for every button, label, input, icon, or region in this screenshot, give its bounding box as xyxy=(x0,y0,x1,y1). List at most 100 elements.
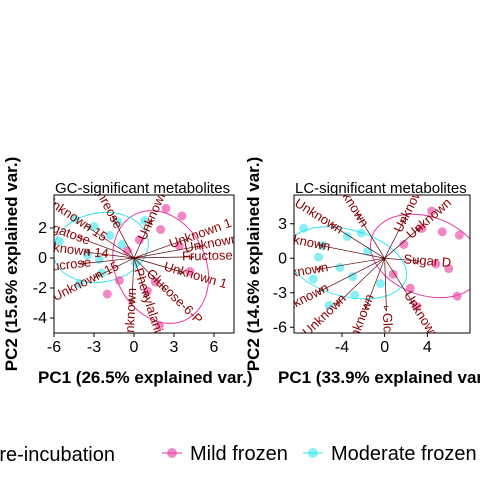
moderate-point xyxy=(342,231,352,241)
loading-arrowhead xyxy=(416,226,422,232)
loading-arrow xyxy=(384,258,415,306)
panel-title: LC-significant metabolites xyxy=(295,180,467,197)
mild-point xyxy=(452,291,462,301)
loading-arrowhead xyxy=(383,306,389,312)
y-tick-label: -4 xyxy=(33,310,47,327)
loading-arrow xyxy=(133,237,189,259)
y-axis-label: PC2 (15.6% explained var.) xyxy=(2,157,21,372)
mild-point xyxy=(154,321,164,330)
loading-arrow xyxy=(77,236,135,259)
moderate-point xyxy=(140,216,150,225)
moderate-point xyxy=(375,279,385,289)
x-tick-label: -4 xyxy=(335,339,349,356)
legend-mild-label: Mild frozen xyxy=(190,443,288,465)
y-tick-label: 2 xyxy=(38,220,47,237)
loading-arrow xyxy=(316,257,385,270)
mild-point xyxy=(102,289,112,299)
moderate-ellipse xyxy=(294,226,408,300)
loading-arrowhead xyxy=(178,269,185,275)
moderate-point xyxy=(324,300,334,310)
loading-arrowhead xyxy=(77,236,83,241)
loading-arrowhead xyxy=(330,223,337,229)
x-tick-label: 0 xyxy=(380,339,389,356)
loading-arrow xyxy=(384,225,422,259)
loading-arrow xyxy=(384,258,387,312)
x-tick-label: 0 xyxy=(130,339,139,356)
mild-point xyxy=(412,302,422,312)
loading-arrowhead xyxy=(196,244,202,250)
legend: Pre-incubation Mild frozen Moderate frozen xyxy=(0,443,477,466)
loading-arrowhead xyxy=(79,260,85,266)
moderate-point xyxy=(105,231,115,240)
loading-arrowhead xyxy=(401,216,407,223)
loading-arrowhead xyxy=(364,303,370,310)
loading-label: Sucrose xyxy=(43,254,92,274)
y-axis-label: PC2 (14.6% explained var.) xyxy=(244,157,263,372)
mild-point xyxy=(161,204,171,213)
moderate-ellipse xyxy=(54,212,149,283)
mild-point xyxy=(134,235,144,245)
x-axis-label: PC1 (26.5% explained var.) xyxy=(38,368,253,387)
loading-arrow xyxy=(384,257,420,262)
mild-ellipse xyxy=(112,210,210,324)
loading-arrow xyxy=(365,258,385,310)
moderate-point xyxy=(314,252,324,262)
loading-arrow xyxy=(318,257,385,293)
mild-point xyxy=(156,225,166,234)
loading-arrow xyxy=(384,216,406,259)
mild-point xyxy=(122,246,132,255)
loading-arrowhead xyxy=(316,266,322,272)
mild-point xyxy=(399,239,409,249)
mild-point xyxy=(174,241,184,251)
loading-arrow xyxy=(335,257,385,306)
x-tick-label: 3 xyxy=(170,339,179,356)
loading-arrowhead xyxy=(414,258,420,264)
legend-mild-swatch xyxy=(167,448,177,458)
mild-point xyxy=(150,277,160,287)
panel-title: GC-significant metabolites xyxy=(55,180,230,197)
loading-arrowhead xyxy=(335,300,341,306)
mild-point xyxy=(185,267,195,276)
y-tick-label: 0 xyxy=(278,250,287,267)
y-tick-label: -2 xyxy=(33,280,47,297)
loading-arrowhead xyxy=(147,218,153,225)
x-tick-label: -3 xyxy=(87,339,101,356)
mild-point xyxy=(405,283,415,293)
loading-arrowhead xyxy=(83,249,89,255)
loading-arrowhead xyxy=(317,287,324,293)
loading-arrowhead xyxy=(409,300,415,306)
loading-arrow xyxy=(83,251,135,259)
moderate-point xyxy=(74,279,84,288)
mild-point xyxy=(454,230,464,240)
loading-arrowhead xyxy=(183,237,189,243)
x-tick-label: 6 xyxy=(210,339,219,356)
loading-arrowhead xyxy=(356,212,362,219)
loading-label: Sugar D xyxy=(403,251,452,270)
y-tick-label: 3 xyxy=(278,216,287,233)
moderate-point xyxy=(356,228,366,238)
loading-arrow xyxy=(79,257,135,265)
moderate-point xyxy=(70,214,80,224)
moderate-point xyxy=(348,272,358,282)
moderate-point xyxy=(299,223,309,233)
loading-arrow xyxy=(94,257,135,278)
loading-arrow xyxy=(133,245,202,259)
loading-arrowhead xyxy=(161,285,167,291)
y-tick-label: -6 xyxy=(273,319,287,336)
moderate-point xyxy=(117,240,127,249)
mild-point xyxy=(437,227,447,237)
loading-label: Fructose xyxy=(182,247,233,263)
loading-arrow xyxy=(356,212,385,259)
mild-point xyxy=(388,269,398,279)
loading-arrowhead xyxy=(85,225,92,231)
x-tick-label: -6 xyxy=(47,339,61,356)
loading-arrowhead xyxy=(189,254,195,260)
loading-arrowhead xyxy=(94,273,100,278)
loading-arrow xyxy=(133,257,148,299)
loading-arrow xyxy=(133,218,152,259)
loading-arrow xyxy=(133,256,195,259)
mild-point xyxy=(114,276,124,285)
loading-arrow xyxy=(111,216,135,259)
